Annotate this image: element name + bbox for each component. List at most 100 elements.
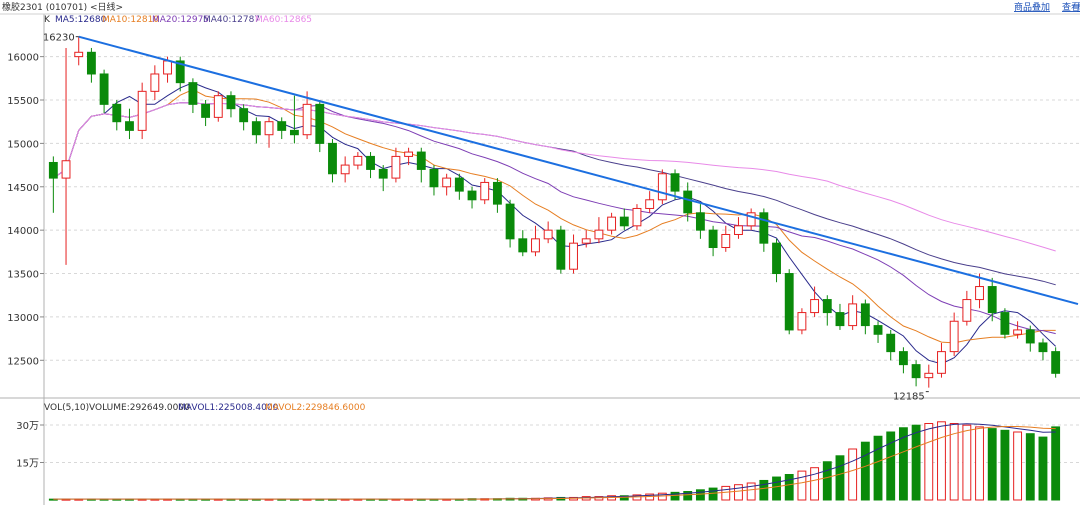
candle-body [860,303,870,327]
volume-bar [772,476,781,501]
volume-gridlines [40,424,1080,463]
candle-body [429,168,439,188]
ma10-line [53,89,1056,344]
volume-bar [937,421,946,501]
candle-body [670,173,680,192]
candle-body [404,151,414,157]
candle-body [1051,351,1061,374]
candle-body [112,103,122,123]
candle-body [645,199,655,209]
candle-body [226,95,236,110]
candle-body [213,95,223,118]
volume-bar [759,479,769,501]
volume-indicator-label: VOL(5,10) [44,403,89,413]
volume-bar [708,487,718,501]
candle-body [99,73,109,105]
candle-body [454,177,464,192]
link-view-options[interactable]: 查看期权 [1062,1,1080,13]
mavol10-line [53,426,1056,500]
candle-body [302,103,312,136]
volume-bar [1025,433,1035,501]
candle-body [442,177,452,188]
volume-bar [975,426,984,501]
candle-body [175,60,185,84]
candle-body [150,73,160,92]
price-tick-label: 13500 [7,270,39,281]
candle-body [822,299,832,314]
volume-bar [848,448,858,501]
candle-body [772,242,781,275]
ma20-label: MA20:12975 [152,15,209,25]
candle-body [873,325,883,335]
volume-tick-label: 30万 [16,421,39,432]
ma5-line [53,82,1057,365]
volume-bar [734,484,743,501]
price-annotations: 16230 12185 [43,33,929,403]
candle-body [467,190,477,201]
candle-body [721,233,731,249]
candle-body [886,333,896,353]
volume-bar [683,491,693,501]
price-tick-label: 14500 [7,183,39,194]
volume-bar [886,431,896,501]
volume-bar [860,441,870,501]
candle-body [277,121,287,131]
candle-body [607,216,617,231]
candle-body [784,273,794,331]
candle-body [251,121,261,136]
ma10-label: MA10:12810 [102,15,159,25]
volume-bar [835,455,845,501]
candle-body [378,168,388,179]
price-tick-label: 15000 [7,139,39,150]
low-price-label: 12185 [893,392,925,403]
candle-body [480,181,490,201]
mavol2-value: MAVOL2:229846.6000 [265,403,366,413]
candle-body [797,312,807,331]
volume-bar [987,428,997,501]
ma40-label: MA40:12787 [203,15,260,25]
candle-body [137,90,147,131]
volume-bar [721,485,731,501]
candle-body [201,103,211,118]
price-tick-label: 15500 [7,96,39,107]
volume-bars [48,421,1061,501]
price-tick-label: 12500 [7,356,39,367]
link-local[interactable]: 局 [1077,2,1080,13]
volume-bar [1013,431,1023,501]
candle-body [315,103,325,144]
candle-body [391,155,401,179]
candle-body [911,364,921,379]
link-commodity-overlay[interactable]: 商品叠加 [1014,1,1050,13]
candle-body [1038,342,1048,353]
chart-type-label: K [44,15,51,25]
candle-body [1025,329,1035,344]
volume-bar [1000,429,1010,501]
volume-bar [670,491,680,501]
volume-bar [746,482,756,501]
candle-body [340,164,350,175]
trendline [78,35,1079,305]
volume-bar [822,461,832,501]
candle-body [505,203,515,240]
candle-body [163,60,172,75]
candle-body [759,212,769,244]
candle-body [569,242,578,270]
candlesticks [48,36,1061,388]
candle-body [328,142,337,175]
candle-body [848,303,858,327]
candle-body [924,372,934,379]
volume-bar [619,495,629,501]
ma20-line [53,102,1056,335]
candle-body [708,229,718,249]
candle-body [987,286,997,314]
candle-body [975,286,984,301]
price-tick-label: 16000 [7,53,39,64]
candle-body [61,160,71,179]
candle-body [835,312,845,327]
candle-body [556,229,566,270]
volume-value: VOLUME:292649.0000 [89,403,190,413]
candle-body [543,229,553,240]
candle-body [683,190,693,214]
